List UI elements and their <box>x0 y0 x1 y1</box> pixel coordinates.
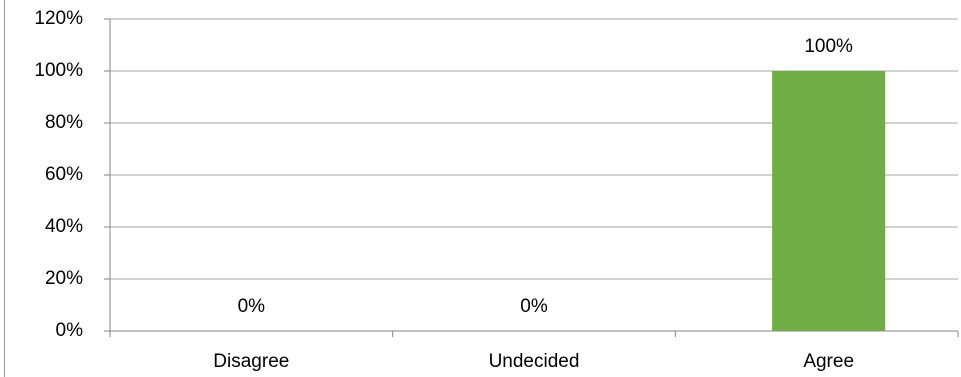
data-label: 0% <box>238 296 266 317</box>
data-label: 0% <box>520 296 548 317</box>
bar <box>772 71 886 331</box>
y-tick-label: 120% <box>34 8 83 29</box>
y-tick-label: 80% <box>45 112 83 133</box>
y-tick-label: 20% <box>45 268 83 289</box>
x-tick-label: Undecided <box>489 351 580 372</box>
y-tick-label: 60% <box>45 164 83 185</box>
x-tick-label: Agree <box>803 351 854 372</box>
x-tick-label: Disagree <box>213 351 289 372</box>
y-tick-label: 0% <box>56 320 84 341</box>
y-tick-label: 40% <box>45 216 83 237</box>
data-label: 100% <box>804 36 853 57</box>
y-tick-label: 100% <box>34 60 83 81</box>
